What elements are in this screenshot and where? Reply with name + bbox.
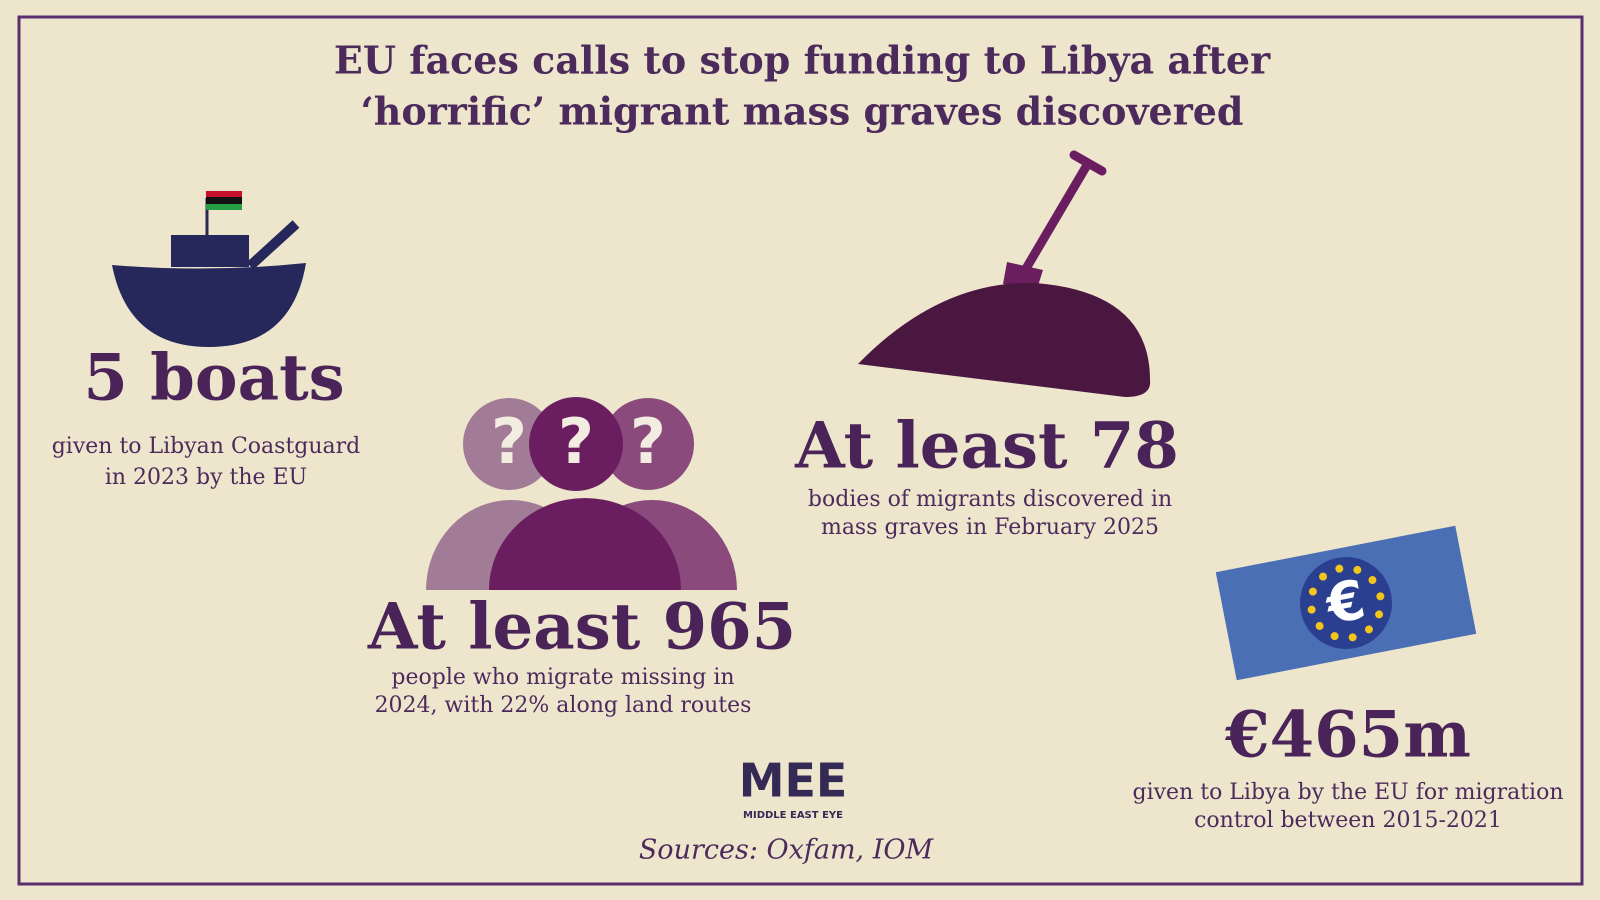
- stat-headline: 5 boats: [83, 341, 344, 416]
- euro-note-icon: €: [1215, 525, 1477, 681]
- logo-name: MIDDLE EAST EYE: [743, 810, 843, 821]
- boat-icon: [112, 191, 306, 347]
- title-line: EU faces calls to stop funding to Libya …: [334, 38, 1271, 83]
- stat-caption: people who migrate missing in: [391, 665, 734, 690]
- question-mark: ?: [630, 405, 666, 478]
- stat-caption: in 2023 by the EU: [105, 465, 307, 490]
- eu-star: [1348, 633, 1357, 642]
- border: [17, 15, 1584, 886]
- eu-star: [1307, 605, 1316, 614]
- eu-star: [1353, 565, 1362, 574]
- stat-caption: given to Libyan Coastguard: [52, 434, 361, 459]
- stat-headline: At least 965: [367, 590, 796, 665]
- eu-star: [1368, 576, 1377, 585]
- title-line: ‘horrific’ migrant mass graves discovere…: [360, 89, 1243, 134]
- stat-headline: €465m: [1224, 698, 1471, 773]
- eu-star: [1330, 632, 1339, 641]
- eu-star: [1315, 621, 1324, 630]
- eu-star: [1319, 572, 1328, 581]
- eu-star: [1375, 610, 1384, 619]
- eu-star: [1376, 592, 1385, 601]
- stat-caption: control between 2015-2021: [1194, 808, 1502, 833]
- eu-star: [1308, 587, 1317, 596]
- question-mark: ?: [491, 405, 527, 478]
- sources: Sources: Oxfam, IOM: [639, 835, 935, 866]
- logo-mark: MEE: [739, 754, 848, 808]
- stat-headline: At least 78: [794, 409, 1179, 484]
- grave-icon: [858, 150, 1151, 397]
- people-icon: ? ? ?: [426, 397, 737, 590]
- stat-caption: bodies of migrants discovered in: [808, 487, 1172, 512]
- eu-star: [1335, 564, 1344, 573]
- question-mark: ?: [558, 405, 594, 478]
- stat-caption: mass graves in February 2025: [821, 515, 1159, 540]
- stat-caption: 2024, with 22% along land routes: [375, 693, 752, 718]
- stat-caption: given to Libya by the EU for migration: [1133, 780, 1564, 805]
- eu-star: [1364, 625, 1373, 634]
